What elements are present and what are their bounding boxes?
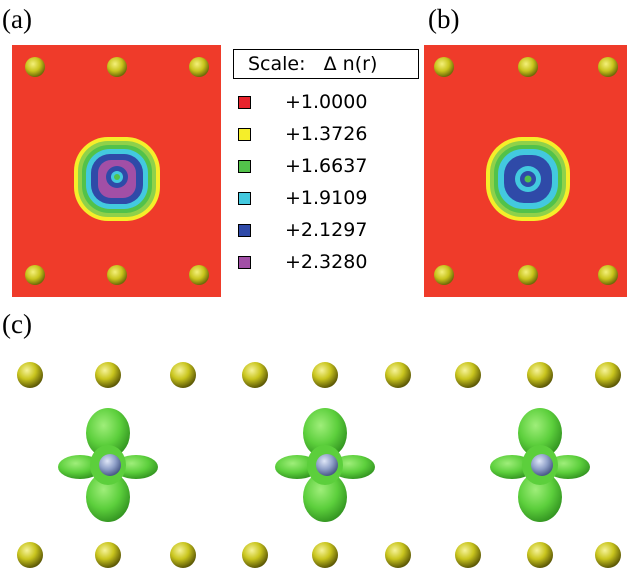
atom-sphere [25,57,45,77]
atom-sphere [518,265,538,285]
legend-entry: +2.3280 [233,247,419,279]
atom-sphere [595,362,621,388]
atom-sphere [242,362,268,388]
legend-value: +2.3280 [285,251,368,273]
atom-sphere [312,542,338,568]
atom-sphere [170,542,196,568]
impurity-atom [316,454,338,476]
legend-value: +1.6637 [285,155,368,177]
atom-sphere [527,362,553,388]
isosurface-lobe-bottom [86,472,130,522]
impurity-atom [531,454,553,476]
atom-sphere [107,57,127,77]
atom-sphere [527,542,553,568]
isosurface-lobe-top [518,408,562,458]
atom-sphere [518,57,538,77]
legend-entry: +1.9109 [233,183,419,215]
impurity-isosurface [275,408,375,522]
atom-sphere [455,542,481,568]
atom-sphere [189,265,209,285]
atom-sphere [455,362,481,388]
panel-label-c: (c) [2,309,32,339]
density-map-a [12,45,221,297]
legend-value: +1.0000 [285,91,368,113]
atom-sphere [17,542,43,568]
legend-entry: +1.0000 [233,87,419,119]
atom-sphere [25,265,45,285]
atom-sphere [95,542,121,568]
legend-entry: +1.6637 [233,151,419,183]
impurity-isosurface [490,408,590,522]
isosurface-lobe-bottom [518,472,562,522]
isosurface-lobe-top [86,408,130,458]
atom-sphere [312,362,338,388]
atom-sphere [595,542,621,568]
legend-value: +1.3726 [285,123,368,145]
isosurface-lobe-bottom [303,472,347,522]
atom-sphere [598,57,618,77]
legend-swatch [238,96,251,109]
legend-entry: +1.3726 [233,119,419,151]
panel-label-b: (b) [428,4,460,34]
atom-sphere [95,362,121,388]
density-map-b [424,45,627,297]
impurity-isosurface [58,408,158,522]
legend-swatch [238,256,251,269]
legend-value: +1.9109 [285,187,368,209]
legend-entry: +2.1297 [233,215,419,247]
impurity-atom [99,454,121,476]
density-scale-legend: Scale: Δ n(r) +1.0000 +1.3726 +1.6637 +1.91… [233,49,419,279]
isosurface-view-c [0,345,627,575]
isosurface-lobe-top [303,408,347,458]
legend-swatch [238,224,251,237]
atom-sphere [434,57,454,77]
atom-sphere [107,265,127,285]
panel-label-a: (a) [2,4,32,34]
atom-sphere [242,542,268,568]
legend-value: +2.1297 [285,219,368,241]
legend-swatch [238,192,251,205]
atom-sphere [385,362,411,388]
atom-sphere [189,57,209,77]
legend-swatch [238,128,251,141]
contour-core-green [524,175,532,183]
atom-sphere [170,362,196,388]
atom-sphere [17,362,43,388]
legend-swatch [238,160,251,173]
atom-sphere [434,265,454,285]
legend-title: Scale: Δ n(r) [233,49,419,79]
atom-sphere [385,542,411,568]
contour-core-green [114,174,120,180]
atom-sphere [598,265,618,285]
